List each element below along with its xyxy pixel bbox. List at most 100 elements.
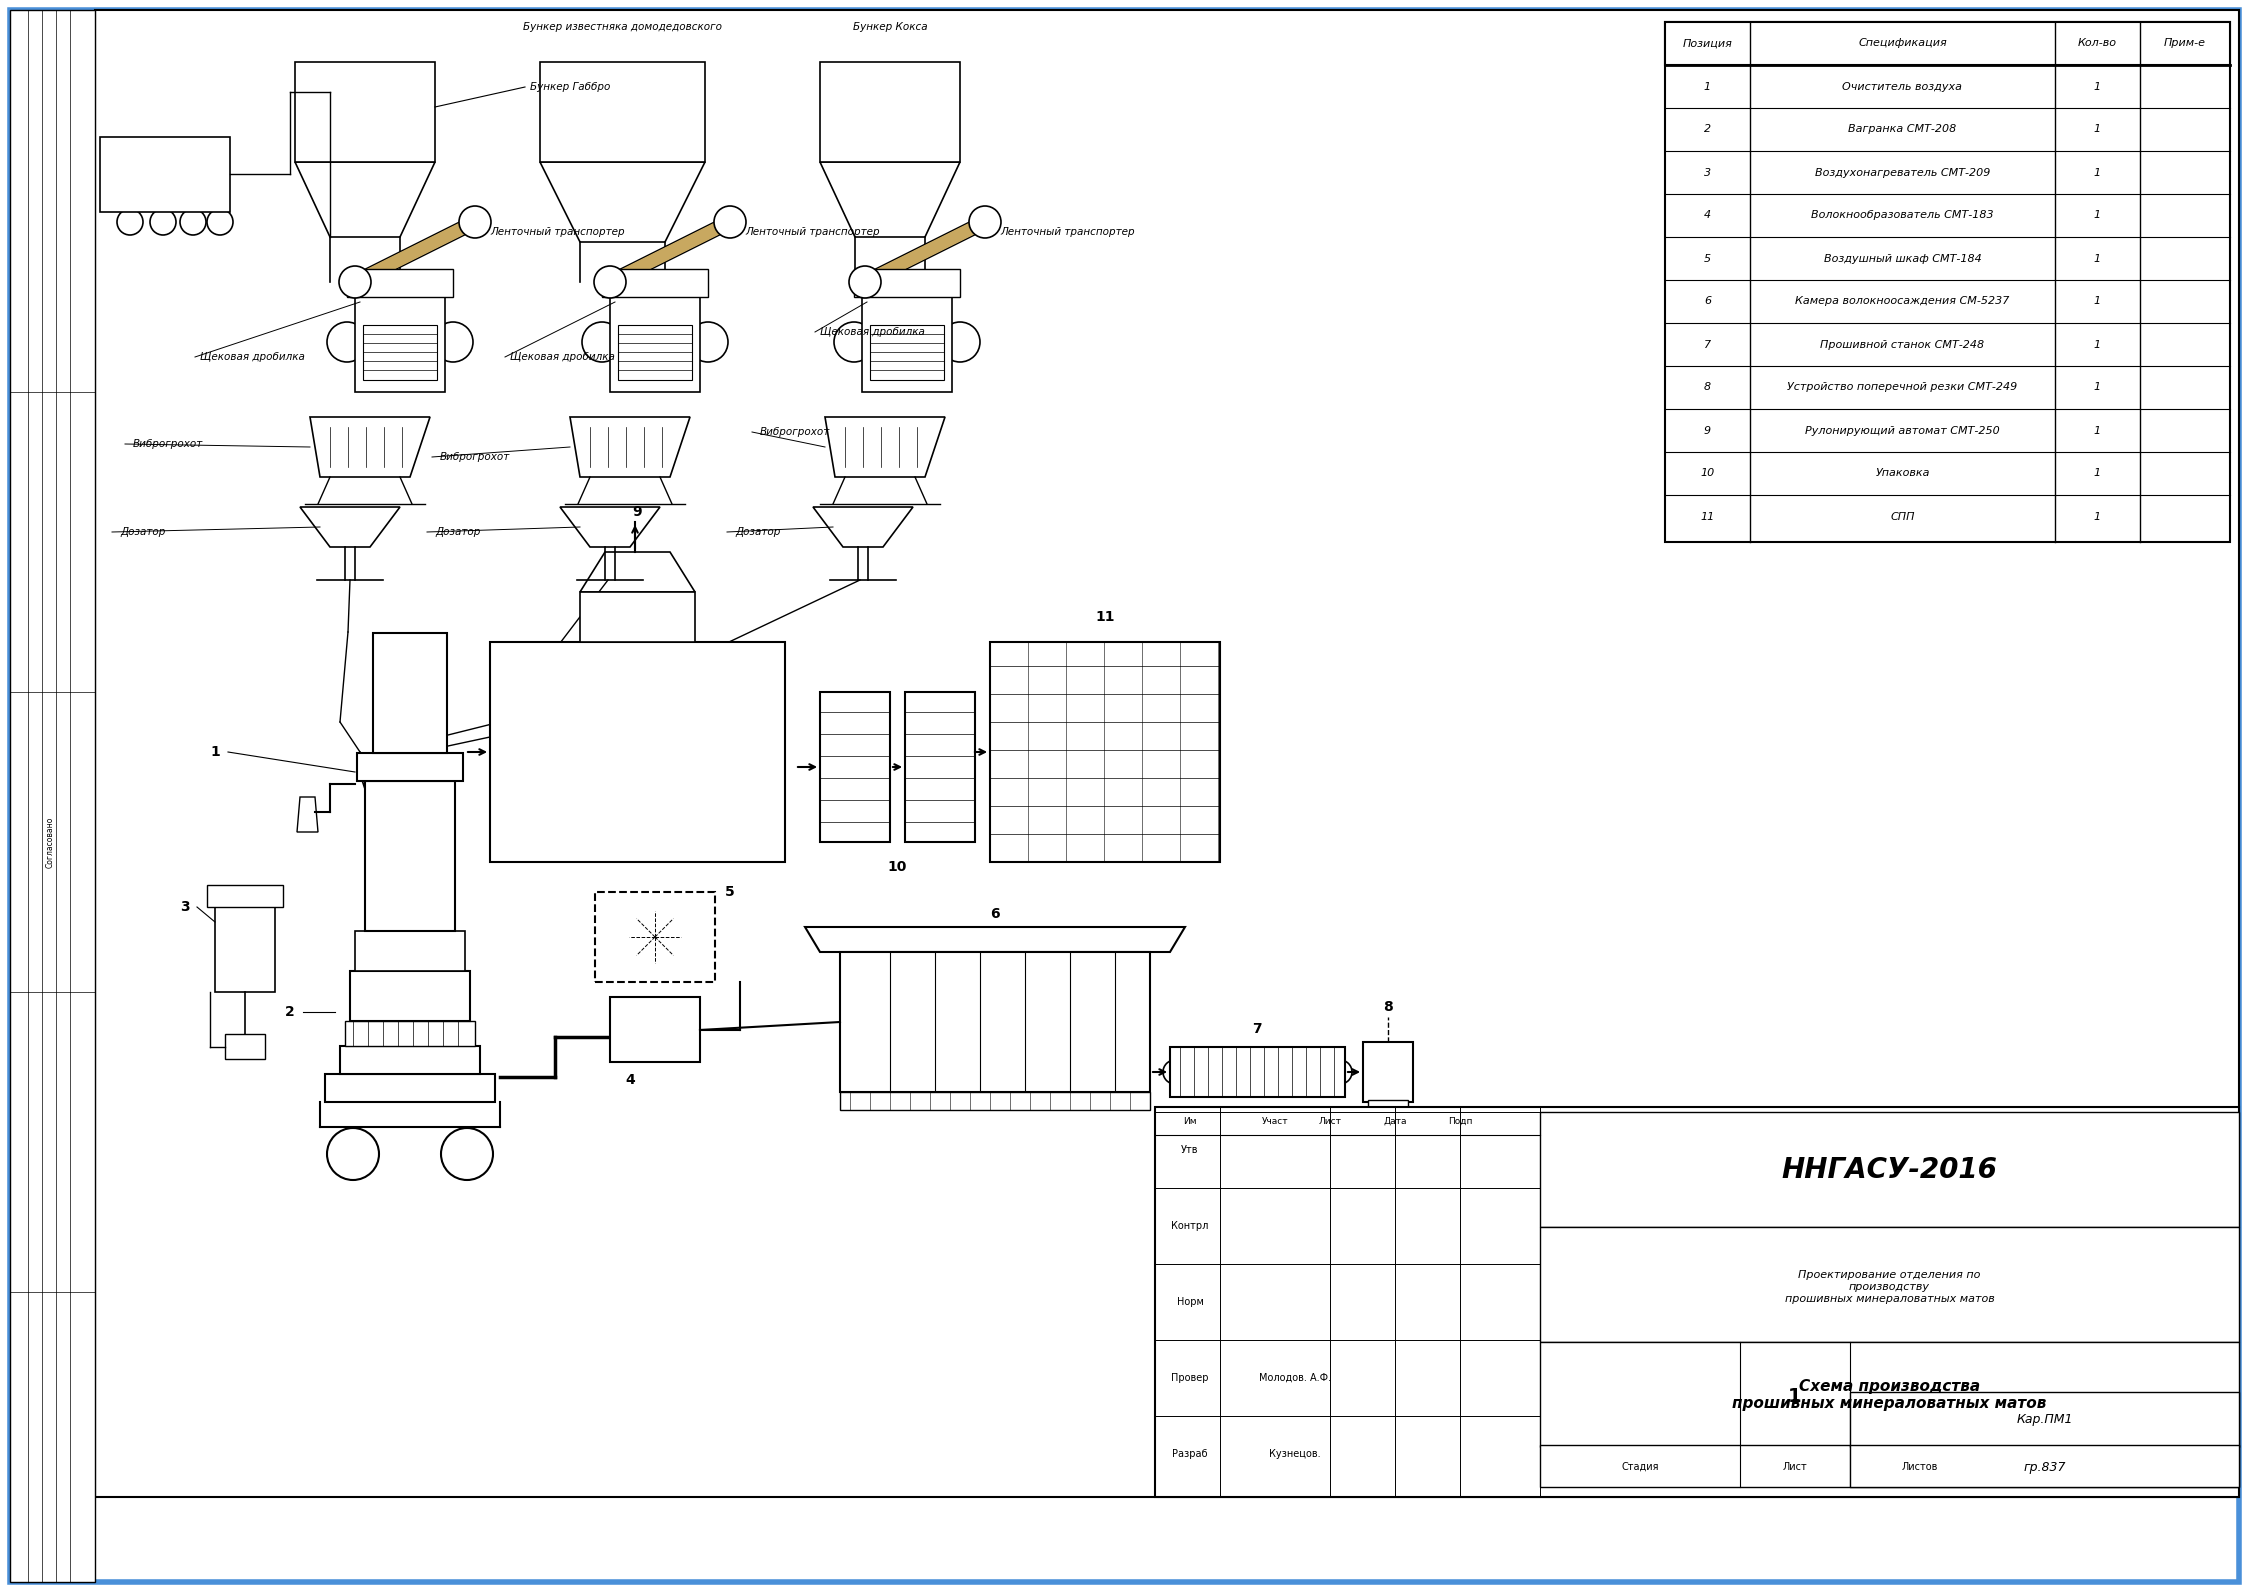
Text: Виброгрохот: Виброгрохот	[133, 439, 202, 449]
Bar	[1851, 1446, 2240, 1487]
Bar	[596, 892, 715, 982]
Bar	[618, 325, 693, 380]
Text: 1: 1	[2094, 253, 2101, 264]
Bar	[216, 892, 274, 992]
Text: 5: 5	[724, 885, 735, 899]
Text: 4: 4	[625, 1073, 634, 1087]
Circle shape	[623, 904, 686, 970]
Text: Бункер Кокса: Бункер Кокса	[852, 22, 927, 32]
Text: 1: 1	[2094, 382, 2101, 393]
Text: Воздухонагреватель СМТ-209: Воздухонагреватель СМТ-209	[1815, 167, 1990, 177]
Bar	[990, 642, 1219, 861]
Circle shape	[688, 322, 729, 361]
Text: 1: 1	[1705, 81, 1711, 91]
Text: Рулонирующий автомат СМТ-250: Рулонирующий автомат СМТ-250	[1806, 425, 1999, 436]
Text: 2: 2	[286, 1005, 295, 1019]
Text: Участ: Участ	[1262, 1116, 1289, 1126]
Text: Норм: Норм	[1176, 1297, 1203, 1307]
Text: Листов: Листов	[1903, 1461, 1939, 1473]
Text: Дозатор: Дозатор	[735, 527, 780, 537]
Bar	[225, 1033, 265, 1059]
Bar	[1541, 1446, 2240, 1487]
Circle shape	[117, 209, 144, 236]
Text: 1: 1	[2094, 81, 2101, 91]
Polygon shape	[295, 162, 434, 237]
Bar	[603, 269, 708, 298]
Circle shape	[641, 1016, 668, 1044]
Text: Бункер Габбро: Бункер Габбро	[531, 83, 609, 92]
Text: Прошивной станок СМТ-248: Прошивной станок СМТ-248	[1819, 339, 1984, 350]
Text: 4: 4	[1705, 210, 1711, 221]
Bar	[904, 693, 976, 842]
Circle shape	[605, 681, 654, 732]
Bar	[1664, 22, 2231, 65]
Text: Кол-во: Кол-во	[2078, 38, 2116, 48]
Circle shape	[850, 266, 882, 298]
Text: Ленточный транспортер: Ленточный транспортер	[1001, 228, 1136, 237]
Text: 1: 1	[2094, 210, 2101, 221]
Bar	[355, 298, 445, 392]
Text: Ленточный транспортер: Ленточный транспортер	[490, 228, 625, 237]
Text: Проектирование отделения по
производству
прошивных минераловатных матов: Проектирование отделения по производству…	[1786, 1270, 1995, 1304]
Bar	[821, 693, 891, 842]
Text: Виброгрохот: Виброгрохот	[441, 452, 511, 462]
Text: 1: 1	[2094, 339, 2101, 350]
Text: Подп: Подп	[1448, 1116, 1473, 1126]
Text: Устройство поперечной резки СМТ-249: Устройство поперечной резки СМТ-249	[1788, 382, 2017, 393]
Circle shape	[591, 669, 668, 745]
Bar	[344, 1020, 475, 1046]
Bar	[861, 298, 951, 392]
Bar	[373, 634, 448, 753]
Circle shape	[668, 1016, 695, 1044]
Bar	[355, 931, 466, 971]
Bar	[540, 62, 704, 162]
Text: Виброгрохот: Виброгрохот	[760, 427, 830, 436]
Circle shape	[591, 764, 668, 841]
Text: Согласовано: Согласовано	[45, 817, 54, 868]
Bar	[358, 753, 463, 782]
Text: Разраб: Разраб	[1172, 1449, 1208, 1458]
Circle shape	[326, 1129, 380, 1180]
Circle shape	[326, 322, 367, 361]
Text: 6: 6	[990, 907, 1001, 922]
Bar	[1664, 22, 2231, 541]
Circle shape	[506, 669, 582, 745]
Bar	[839, 1092, 1149, 1110]
Circle shape	[506, 764, 582, 841]
Bar	[9, 10, 94, 1582]
Text: Кузнецов.: Кузнецов.	[1268, 1449, 1320, 1458]
Text: гр.837: гр.837	[2024, 1460, 2067, 1474]
Text: Дозатор: Дозатор	[434, 527, 481, 537]
Circle shape	[520, 777, 569, 826]
Text: Позиция: Позиция	[1682, 38, 1732, 48]
Bar	[295, 62, 434, 162]
Text: Вагранка СМТ-208: Вагранка СМТ-208	[1849, 124, 1957, 134]
Text: Кар.ПМ1: Кар.ПМ1	[2017, 1414, 2074, 1426]
Bar	[855, 269, 960, 298]
Text: 11: 11	[1095, 610, 1116, 624]
Bar	[99, 137, 229, 212]
Circle shape	[940, 322, 981, 361]
Bar	[1541, 1227, 2240, 1342]
Text: 1: 1	[1788, 1388, 1801, 1406]
Circle shape	[1163, 1060, 1187, 1084]
Text: Щековая дробилка: Щековая дробилка	[200, 352, 306, 361]
Polygon shape	[580, 552, 695, 592]
Bar	[1541, 1342, 2240, 1447]
Circle shape	[180, 209, 207, 236]
Text: 1: 1	[2094, 124, 2101, 134]
Circle shape	[340, 266, 371, 298]
Circle shape	[834, 322, 875, 361]
Polygon shape	[310, 417, 430, 478]
Circle shape	[677, 764, 753, 841]
Circle shape	[207, 209, 234, 236]
Text: Упаковка: Упаковка	[1876, 468, 1930, 479]
Bar	[1851, 1391, 2240, 1447]
Circle shape	[677, 669, 753, 745]
Text: Очиститель воздуха: Очиститель воздуха	[1842, 81, 1963, 91]
Polygon shape	[821, 162, 960, 237]
Text: Бункер известняка домодедовского: Бункер известняка домодедовского	[524, 22, 722, 32]
Bar	[490, 642, 785, 861]
Text: 6: 6	[1705, 296, 1711, 307]
Bar	[1169, 1048, 1345, 1097]
